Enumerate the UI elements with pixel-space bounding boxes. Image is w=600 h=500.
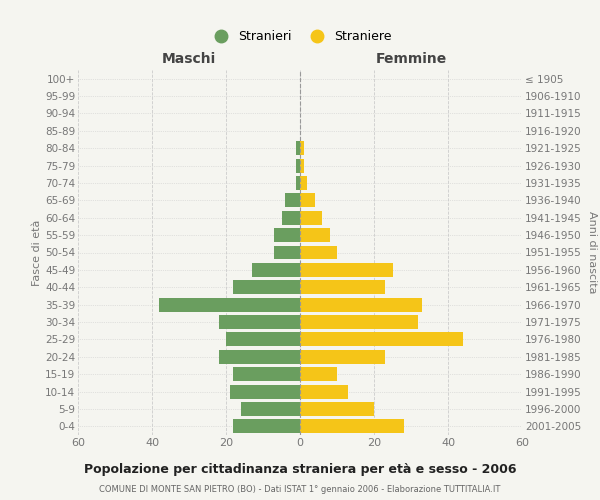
Bar [300,280,385,294]
Bar [160,298,300,312]
Y-axis label: Fasce di età: Fasce di età [32,220,42,286]
Bar [300,420,404,434]
Bar [230,384,300,398]
Bar [274,228,300,242]
Bar [300,194,315,207]
Legend: Stranieri, Straniere: Stranieri, Straniere [203,25,397,48]
Bar [233,420,300,434]
Bar [300,332,463,346]
Bar [300,158,304,172]
Bar [296,158,300,172]
Bar [300,142,304,155]
Bar [252,263,300,277]
Bar [300,298,422,312]
Text: Maschi: Maschi [162,52,216,66]
Bar [296,142,300,155]
Bar [300,350,385,364]
Bar [218,350,300,364]
Bar [285,194,300,207]
Bar [300,246,337,260]
Bar [300,315,418,329]
Bar [281,211,300,224]
Bar [300,367,337,381]
Text: Popolazione per cittadinanza straniera per età e sesso - 2006: Popolazione per cittadinanza straniera p… [84,462,516,475]
Y-axis label: Anni di nascita: Anni di nascita [587,211,597,294]
Bar [300,176,307,190]
Bar [241,402,300,416]
Text: COMUNE DI MONTE SAN PIETRO (BO) - Dati ISTAT 1° gennaio 2006 - Elaborazione TUTT: COMUNE DI MONTE SAN PIETRO (BO) - Dati I… [100,485,500,494]
Bar [226,332,300,346]
Bar [233,367,300,381]
Bar [296,176,300,190]
Text: Femmine: Femmine [376,52,446,66]
Bar [300,228,329,242]
Bar [300,384,348,398]
Bar [233,280,300,294]
Bar [300,402,374,416]
Bar [300,263,392,277]
Bar [274,246,300,260]
Bar [300,211,322,224]
Bar [218,315,300,329]
